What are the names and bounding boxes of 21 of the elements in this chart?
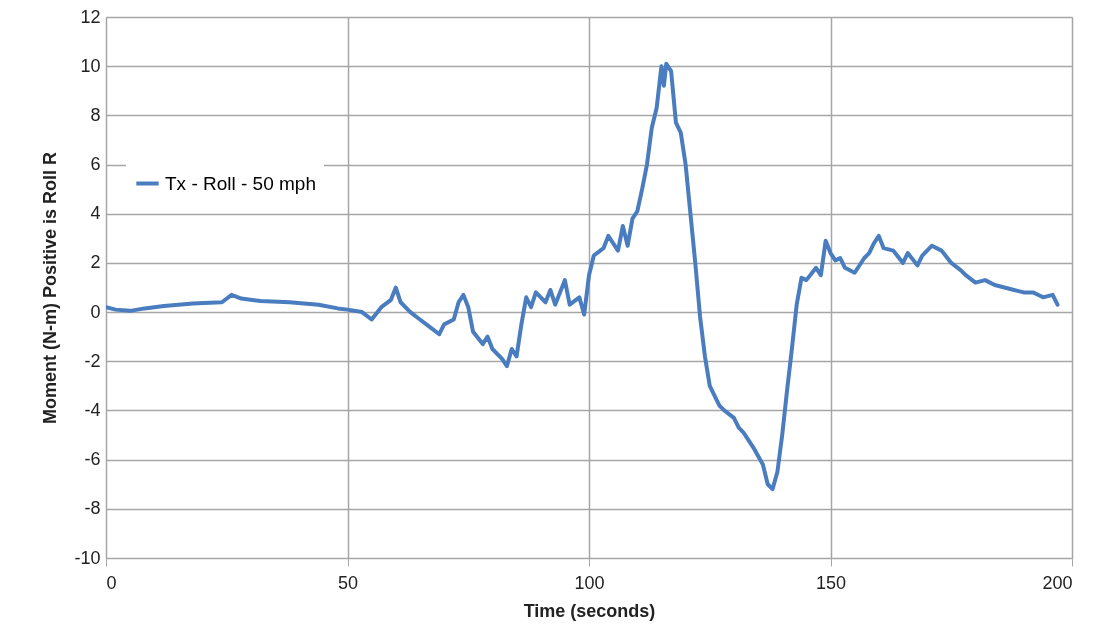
y-tick-label: 2 [90,252,101,273]
y-tick-label: -4 [84,399,101,420]
y-tick-label: 6 [90,154,101,175]
y-tick-label: 12 [80,6,101,27]
y-tick-label: 0 [90,301,101,322]
x-tick-label: 150 [815,572,847,593]
y-tick-label: 4 [90,203,101,224]
y-tick-label: -10 [74,547,101,568]
x-axis-title: Time (seconds) [523,600,656,621]
x-tick-label: 100 [574,572,605,593]
y-tick-label: -6 [84,449,101,470]
y-axis-title: Moment (N-m) Positive is Roll R [40,151,61,425]
x-tick-label: 200 [1042,572,1073,593]
y-tick-label: -2 [84,350,101,371]
legend-label: Tx - Roll - 50 mph [165,172,316,194]
y-tick-label: 8 [90,104,101,125]
x-tick-label: 0 [106,572,117,593]
x-tick-label: 50 [337,572,359,593]
y-tick-label: -8 [84,498,101,519]
line-series [106,61,1060,492]
y-tick-label: 10 [80,55,101,76]
